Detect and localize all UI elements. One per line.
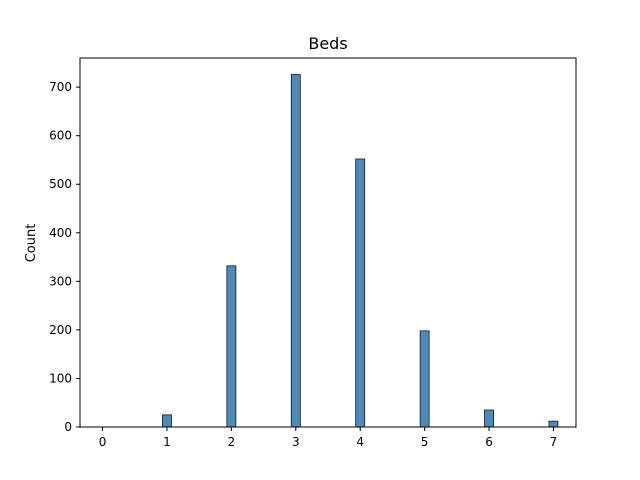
y-tick-label: 300 xyxy=(49,274,72,288)
y-tick-label: 100 xyxy=(49,371,72,385)
y-tick-label: 0 xyxy=(64,420,72,434)
x-axis-ticks: 0 1 2 3 4 5 6 7 xyxy=(99,427,558,449)
bar-beds-3 xyxy=(290,74,301,428)
bar-beds-1 xyxy=(162,414,172,428)
y-tick-label: 500 xyxy=(49,177,72,191)
bar-beds-6 xyxy=(484,409,494,428)
x-tick-label: 3 xyxy=(292,435,300,449)
y-tick-label: 600 xyxy=(49,129,72,143)
bars xyxy=(162,74,559,428)
bar-beds-5 xyxy=(419,330,430,428)
x-tick-label: 0 xyxy=(99,435,107,449)
chart-title: Beds xyxy=(308,34,347,53)
x-tick-label: 2 xyxy=(228,435,236,449)
x-tick-label: 4 xyxy=(356,435,364,449)
y-tick-label: 700 xyxy=(49,80,72,94)
bar-beds-7 xyxy=(548,420,559,428)
x-tick-label: 6 xyxy=(485,435,493,449)
y-tick-label: 200 xyxy=(49,323,72,337)
bar-beds-4 xyxy=(355,158,366,428)
bar-beds-2 xyxy=(226,265,237,428)
x-tick-label: 5 xyxy=(421,435,429,449)
y-tick-label: 400 xyxy=(49,226,72,240)
y-axis-ticks: 0 100 200 300 400 500 600 700 xyxy=(49,80,80,434)
x-tick-label: 7 xyxy=(550,435,558,449)
y-axis-label: Count xyxy=(24,224,39,263)
x-tick-label: 1 xyxy=(163,435,171,449)
plot-area-frame xyxy=(79,57,577,428)
